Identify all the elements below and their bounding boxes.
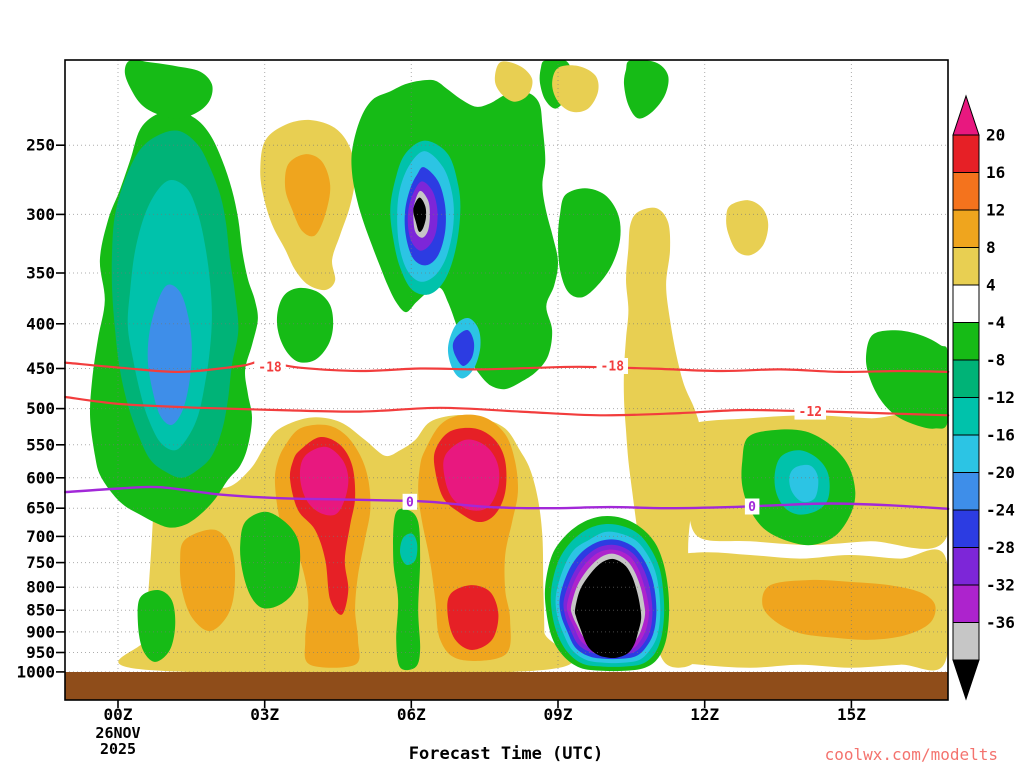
- y-tick-label: 250: [26, 136, 55, 155]
- omega-region-03z-upper-orange: [284, 154, 331, 237]
- y-tick-label: 1000: [16, 662, 55, 681]
- x-axis-title: Forecast Time (UTC): [408, 744, 604, 764]
- colorbar-segment: [952, 547, 980, 586]
- y-tick-label: 850: [26, 601, 55, 620]
- colorbar-segment: [952, 397, 980, 436]
- y-tick-label: 950: [26, 643, 55, 662]
- colorbar-segment: [952, 584, 980, 623]
- x-tick-label: 12Z: [690, 705, 719, 724]
- colorbar-label: -16: [986, 426, 1015, 445]
- colorbar-segment: [952, 172, 980, 211]
- colorbar-segment: [952, 472, 980, 511]
- x-axis-date-line2: 2025: [99, 740, 137, 758]
- colorbar-label: 8: [986, 238, 996, 257]
- dendritic-growth-label: -18: [601, 360, 625, 375]
- omega-region-gap-updraft-06z-teal: [399, 533, 418, 565]
- y-tick-label: 300: [26, 205, 55, 224]
- omega-region-bullseye-black: [574, 558, 642, 659]
- dendritic-growth-contour: [64, 360, 950, 374]
- dendritic-growth-label: -18: [258, 360, 282, 375]
- freezing-level-label-bg: [402, 493, 418, 510]
- omega-region-left-updraft-core: [147, 284, 192, 426]
- contour-overlays: -18 -18 -12 0 0: [64, 358, 950, 515]
- colorbar-arrow-bottom: [952, 659, 980, 701]
- colorbar-segment: [952, 247, 980, 286]
- freezing-level-label: 0: [406, 495, 414, 510]
- omega-region-08z-top-yellow: [494, 61, 533, 102]
- y-tick-label: 450: [26, 359, 55, 378]
- omega-region-450hpa-blue: [452, 330, 475, 367]
- y-tick-label: 750: [26, 553, 55, 572]
- omega-region-lowright-orange: [762, 579, 936, 640]
- freezing-level-contour: [64, 485, 950, 510]
- y-tick-label: 400: [26, 314, 55, 333]
- colorbar-label: -4: [986, 313, 1005, 332]
- y-tick-label: 700: [26, 527, 55, 546]
- colorbar-segment: [952, 322, 980, 361]
- y-tick-label: 550: [26, 435, 55, 454]
- colorbar-segment: [952, 434, 980, 473]
- dendritic-growth-label-bg: [794, 403, 826, 420]
- x-tick-label: 06Z: [397, 705, 426, 724]
- colorbar-label: -32: [986, 576, 1015, 595]
- plot-frame: [64, 59, 949, 701]
- colorbar-label: -8: [986, 351, 1005, 370]
- terrain-band: [65, 672, 948, 700]
- omega-region-09z-top-yellow: [552, 65, 599, 113]
- dendritic-growth-label: -12: [799, 405, 822, 420]
- x-tick-label: 00Z: [104, 705, 133, 724]
- x-tick-label: 03Z: [250, 705, 279, 724]
- omega-shaded-regions: [89, 60, 948, 672]
- colorbar-segment: [952, 134, 980, 173]
- omega-region-11z-top-green: [623, 60, 669, 119]
- colorbar-label: -20: [986, 463, 1015, 482]
- omega-region-col2-magenta-core: [443, 439, 500, 511]
- colorbar-label: -36: [986, 613, 1015, 632]
- omega-region-14z-updraft-cyan: [789, 464, 819, 503]
- colorbar-segment: [952, 209, 980, 248]
- colorbar: 20 16 12 8 4 -4 -8 -12 -16 -20 -24 -28 -32 -36: [952, 94, 1015, 701]
- colorbar-label: 4: [986, 276, 996, 295]
- y-tick-label: 500: [26, 399, 55, 418]
- colorbar-segment: [952, 284, 980, 323]
- freezing-level-label: 0: [748, 500, 756, 515]
- x-axis-date-line1: 26NOV: [95, 724, 141, 742]
- y-tick-label: 350: [26, 264, 55, 283]
- dendritic-growth-label-bg: [596, 358, 628, 374]
- omega-region-10z-upper-green: [558, 188, 621, 298]
- x-tick-label: 09Z: [544, 705, 573, 724]
- colorbar-label: 20: [986, 126, 1005, 145]
- freezing-level-label-bg: [744, 498, 760, 515]
- y-tick-label: 800: [26, 578, 55, 597]
- colorbar-label: 16: [986, 163, 1005, 182]
- colorbar-label: -12: [986, 388, 1015, 407]
- omega-region-topleft-updraft: [124, 60, 213, 119]
- omega-region-upper-core-black: [413, 197, 427, 232]
- omega-region-17z-updraft-green: [865, 330, 948, 429]
- colorbar-segment: [952, 359, 980, 398]
- y-tick-label: 650: [26, 499, 55, 518]
- y-tick-label: 900: [26, 622, 55, 641]
- omega-region-col2-low-red: [447, 585, 499, 650]
- colorbar-segment: [952, 622, 980, 661]
- omega-region-low-updraft-01z: [137, 589, 176, 662]
- omega-region-left-subsidence-core: [179, 529, 236, 632]
- omega-region-04z-mid-updraft: [276, 287, 334, 363]
- watermark: coolwx.com/modelts: [824, 745, 998, 764]
- colorbar-label: -28: [986, 538, 1015, 557]
- colorbar-segment: [952, 509, 980, 548]
- colorbar-label: 12: [986, 201, 1005, 220]
- colorbar-label: -24: [986, 501, 1015, 520]
- axes: 250 300 350 400 450 500 550 600 650 700 750 800 850 9…: [16, 136, 866, 724]
- x-tick-label: 15Z: [837, 705, 866, 724]
- y-tick-label: 600: [26, 468, 55, 487]
- dendritic-growth-label-bg: [254, 358, 286, 375]
